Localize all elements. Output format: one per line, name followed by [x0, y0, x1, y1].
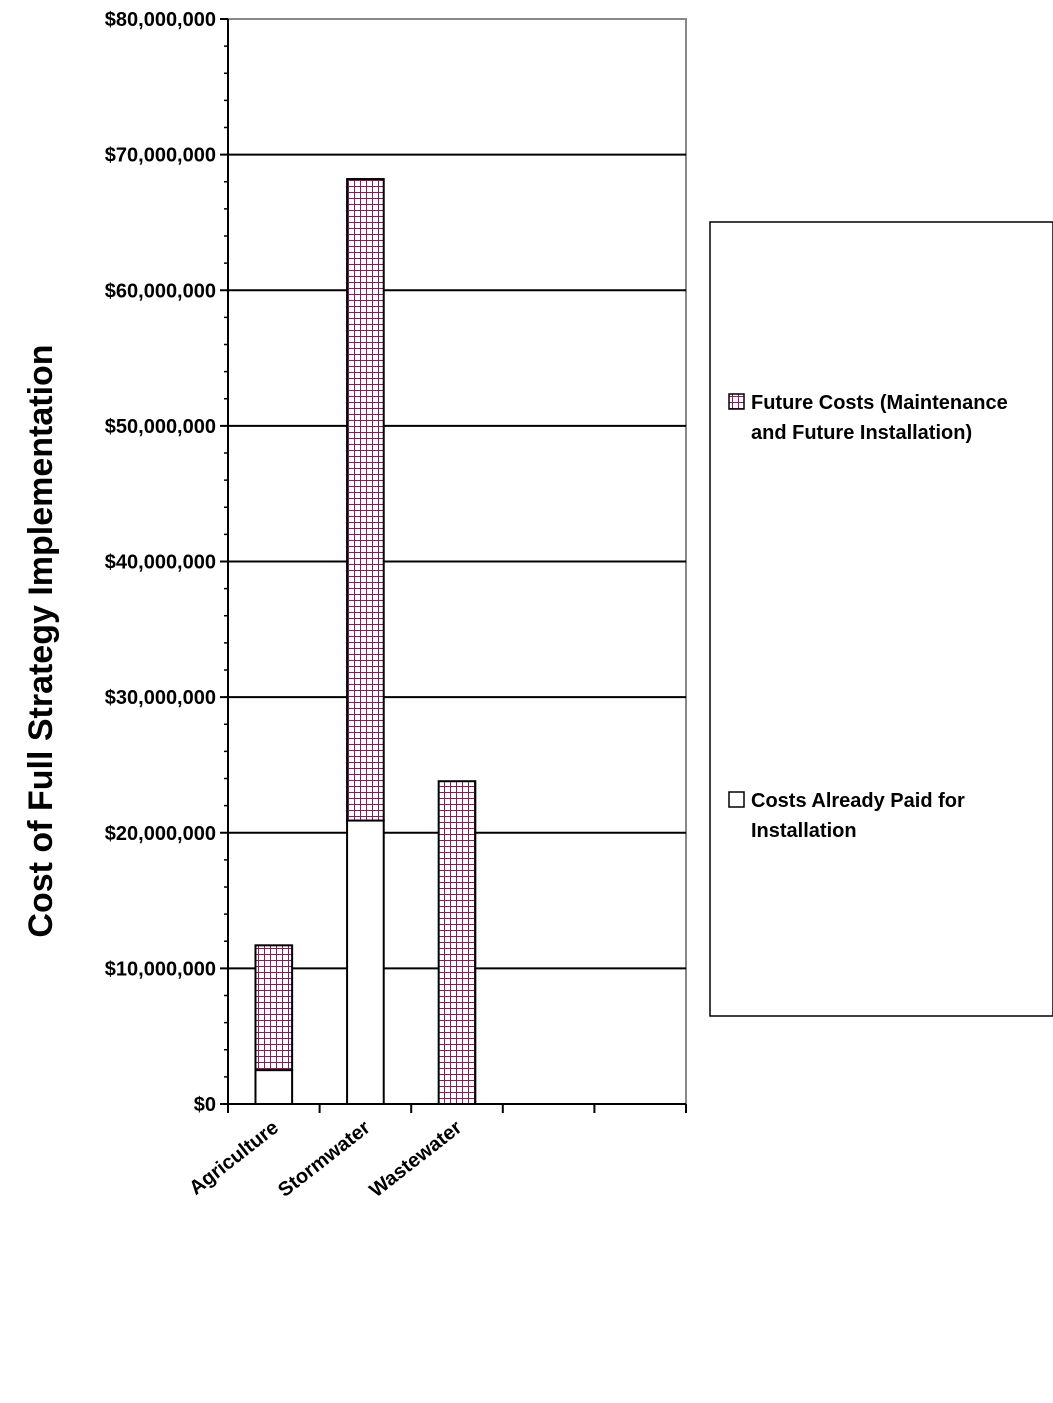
legend-label-future-costs-line1: Future Costs (Maintenance — [751, 392, 1008, 414]
y-tick-label: $80,000,000 — [105, 9, 216, 31]
bar-costs-paid — [346, 819, 385, 1105]
legend-label-future-costs-line2: and Future Installation) — [751, 422, 972, 444]
bar-future-costs — [346, 178, 385, 822]
x-tick-label: Agriculture — [185, 1117, 283, 1200]
legend-swatch-future-costs — [728, 393, 745, 410]
y-tick-label: $10,000,000 — [105, 958, 216, 980]
x-tick-label: Stormwater — [274, 1116, 374, 1201]
legend-swatch-costs-paid — [728, 791, 745, 808]
x-tick-label: Wastewater — [366, 1116, 467, 1201]
y-tick-label: $40,000,000 — [105, 552, 216, 574]
y-tick-labels: $0 $10,000,000 $20,000,000 $30,000,000 $40,0… — [105, 9, 228, 1116]
bar-costs-paid — [254, 1069, 294, 1105]
legend-label-costs-paid-line1: Costs Already Paid for — [751, 790, 965, 812]
y-tick-label: $50,000,000 — [105, 416, 216, 438]
legend-box — [709, 221, 1053, 1017]
legend-label-costs-paid-line2: Installation — [751, 820, 857, 842]
gridlines — [228, 153, 686, 970]
y-tick-label: $70,000,000 — [105, 145, 216, 167]
legend: Future Costs (Maintenance and Future Ins… — [709, 221, 1053, 1017]
y-axis-title: Cost of Full Strategy Implementation — [22, 344, 60, 937]
y-tick-label: $30,000,000 — [105, 687, 216, 709]
x-axis — [227, 19, 687, 1113]
y-tick-label: $60,000,000 — [105, 280, 216, 302]
y-tick-label: $20,000,000 — [105, 823, 216, 845]
bar-future-costs — [254, 944, 294, 1072]
y-tick-label: $0 — [194, 1094, 216, 1116]
bars — [254, 178, 477, 1106]
bar-future-costs — [437, 780, 477, 1106]
